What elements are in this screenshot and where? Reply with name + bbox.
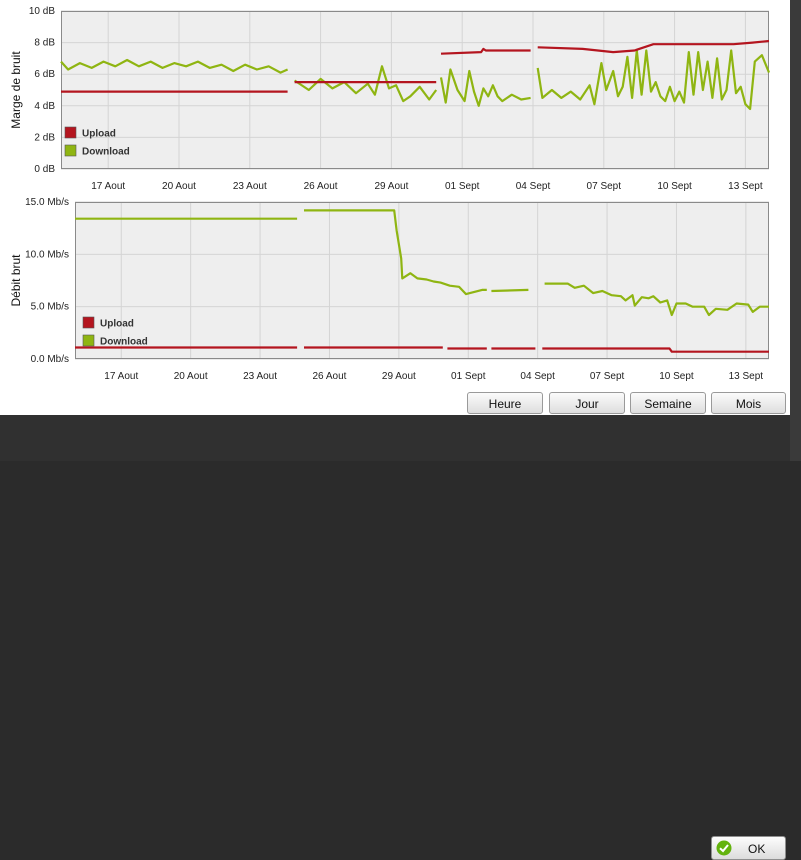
legend-swatch-download bbox=[82, 334, 95, 347]
y-tick-label: 10 dB bbox=[29, 6, 55, 17]
dialog-footer: OK bbox=[0, 415, 790, 860]
legend-label-upload: Upload bbox=[100, 319, 134, 330]
x-tick-label: 20 Aout bbox=[174, 371, 208, 382]
ok-button[interactable]: OK bbox=[711, 836, 786, 860]
checkmark-circle-icon bbox=[716, 840, 732, 856]
series-line-download bbox=[491, 288, 529, 293]
heure-button[interactable]: Heure bbox=[467, 392, 543, 414]
x-tick-label: 26 Aout bbox=[304, 181, 338, 192]
x-tick-label: 20 Aout bbox=[162, 181, 196, 192]
x-tick-label: 17 Aout bbox=[104, 371, 138, 382]
semaine-button[interactable]: Semaine bbox=[630, 392, 706, 414]
legend-label-download: Download bbox=[82, 147, 130, 158]
y-tick-label: 2 dB bbox=[34, 132, 55, 143]
x-tick-label: 29 Aout bbox=[382, 371, 416, 382]
series-line-upload bbox=[537, 39, 770, 54]
x-tick-label: 29 Aout bbox=[374, 181, 408, 192]
x-tick-label: 10 Sept bbox=[657, 181, 692, 192]
y-tick-label: 8 dB bbox=[34, 38, 55, 49]
series-line-download bbox=[439, 68, 531, 107]
x-tick-label: 13 Sept bbox=[728, 181, 763, 192]
x-tick-label: 07 Sept bbox=[590, 371, 625, 382]
y-tick-label: 10.0 Mb/s bbox=[25, 249, 69, 260]
charts-area: 0 dB 2 dB 4 dB 6 dB 8 dB 10 dB 17 Aout 20 Aout 2… bbox=[9, 6, 771, 382]
x-tick-label: 10 Sept bbox=[659, 371, 694, 382]
legend-label-download: Download bbox=[100, 337, 148, 348]
x-tick-label: 07 Sept bbox=[587, 181, 622, 192]
plot-frame bbox=[61, 11, 769, 169]
y-tick-label: 0.0 Mb/s bbox=[31, 354, 69, 365]
graph-window: 0 dB 2 dB 4 dB 6 dB 8 dB 10 dB 17 Aout 20 Aout 2… bbox=[0, 0, 790, 415]
x-tick-label: 04 Sept bbox=[516, 181, 551, 192]
ok-label: OK bbox=[748, 842, 766, 856]
legend-swatch-upload bbox=[64, 126, 77, 139]
plot-frame bbox=[75, 202, 769, 359]
y-tick-label: 15.0 Mb/s bbox=[25, 197, 69, 208]
y-tick-label: 6 dB bbox=[34, 69, 55, 80]
x-tick-label: 13 Sept bbox=[729, 371, 764, 382]
x-tick-label: 01 Sept bbox=[451, 371, 486, 382]
y-axis-title: Marge de bruit bbox=[9, 51, 23, 129]
x-tick-label: 26 Aout bbox=[313, 371, 347, 382]
series-line-download bbox=[544, 282, 769, 317]
x-tick-label: 01 Sept bbox=[445, 181, 480, 192]
x-tick-label: 23 Aout bbox=[233, 181, 267, 192]
y-tick-label: 0 dB bbox=[34, 164, 55, 175]
x-tick-label: 04 Sept bbox=[520, 371, 555, 382]
y-tick-label: 4 dB bbox=[34, 101, 55, 112]
x-tick-label: 17 Aout bbox=[91, 181, 125, 192]
legend-swatch-upload bbox=[82, 316, 95, 329]
y-axis-title: Débit brut bbox=[9, 254, 23, 307]
plot-area bbox=[75, 202, 769, 359]
chart-1: 0 dB 2 dB 4 dB 6 dB 8 dB 10 dB 17 Aout 20 Aout 2… bbox=[9, 6, 771, 192]
y-tick-label: 5.0 Mb/s bbox=[31, 302, 69, 313]
legend-label-upload: Upload bbox=[82, 129, 116, 140]
series-line-download bbox=[536, 49, 771, 111]
series-line-download bbox=[293, 65, 438, 103]
series-line-upload bbox=[542, 347, 769, 353]
chart-2: 0.0 Mb/s 5.0 Mb/s 10.0 Mb/s 15.0 Mb/s 17 Aou… bbox=[9, 197, 769, 382]
series-line-download bbox=[60, 58, 289, 74]
series-line-download bbox=[304, 209, 487, 296]
jour-button[interactable]: Jour bbox=[549, 392, 625, 414]
x-tick-label: 23 Aout bbox=[243, 371, 277, 382]
window-border bbox=[790, 0, 801, 461]
series-line-upload bbox=[440, 47, 531, 55]
mois-button[interactable]: Mois bbox=[711, 392, 786, 414]
legend-swatch-download bbox=[64, 144, 77, 157]
